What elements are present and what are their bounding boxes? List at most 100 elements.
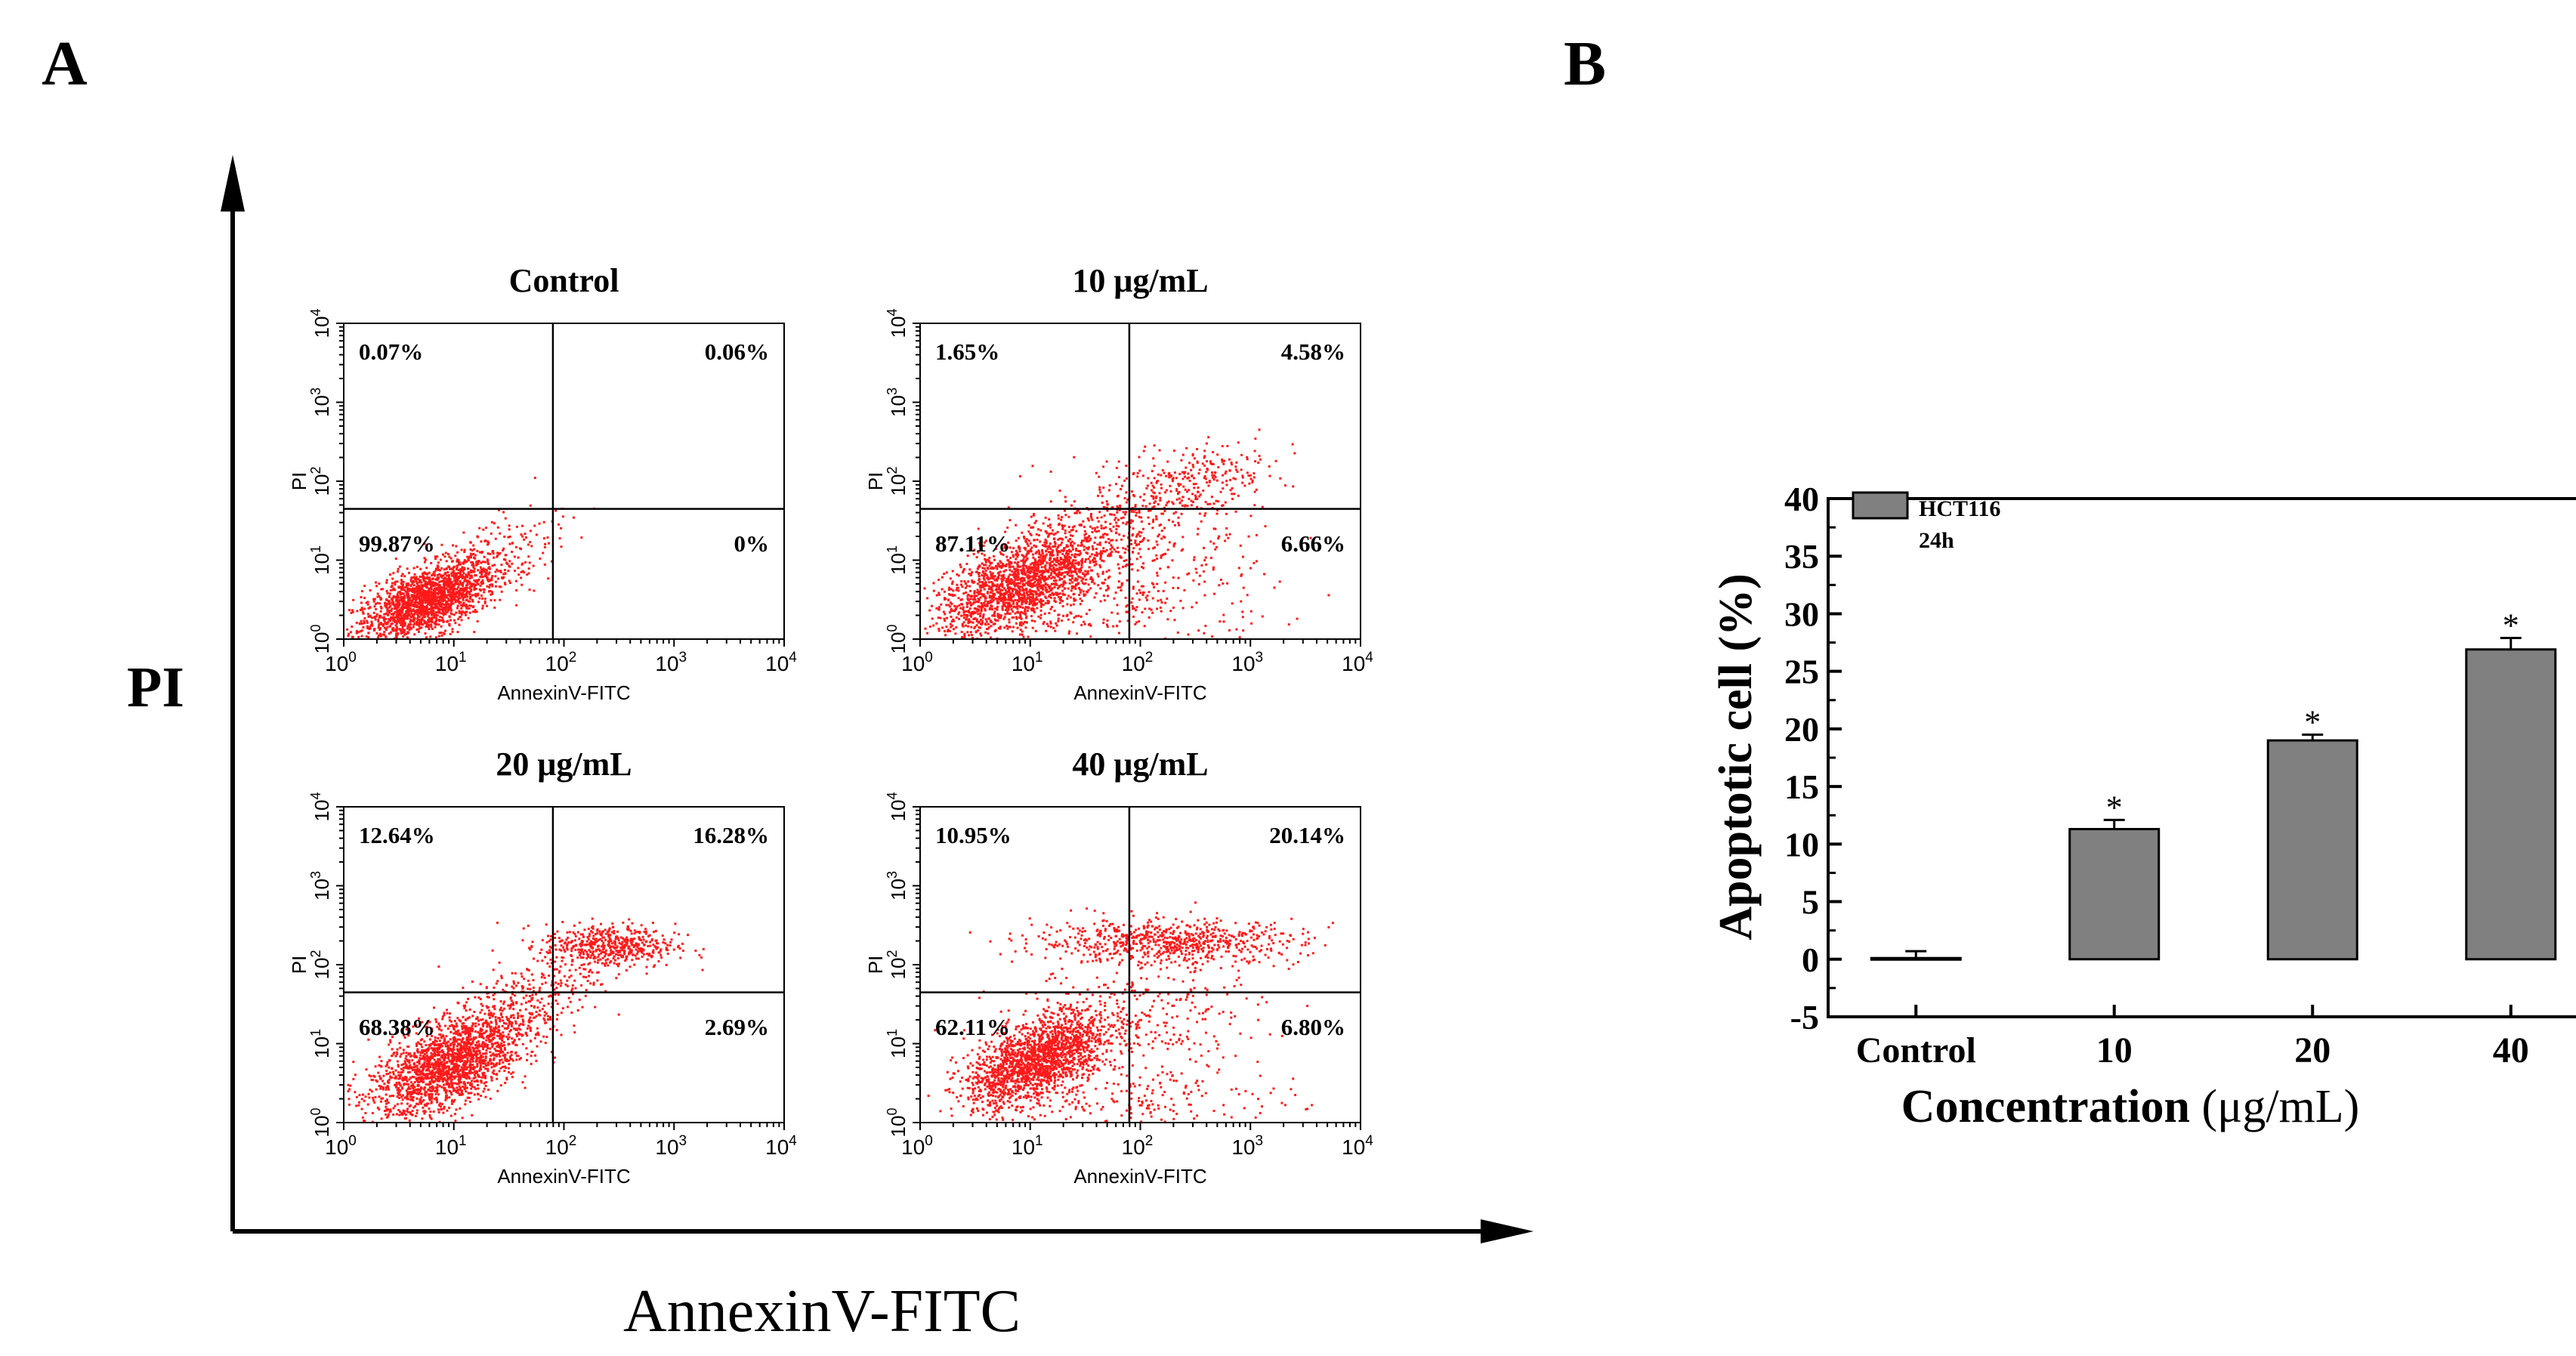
y-tick-label: 40	[1784, 480, 1819, 518]
y-log-tick-label: 103	[308, 388, 333, 417]
y-log-tick-label: 103	[308, 871, 333, 900]
panel-a-label: A	[42, 29, 88, 99]
y-log-tick-label: 100	[308, 1108, 333, 1138]
y-log-tick-label: 102	[308, 950, 333, 980]
y-log-tick-label: 102	[885, 467, 910, 496]
x-log-tick-label: 101	[435, 1133, 467, 1159]
quadrant-lower-left: 68.38%	[359, 1014, 435, 1040]
panel-a-main-axes: PI AnnexinV-FITC	[127, 155, 1534, 1345]
x-log-tick-label: 101	[1012, 1133, 1043, 1159]
x-log-tick-label: 104	[1342, 1133, 1373, 1159]
quadrant-lower-right: 6.80%	[1281, 1014, 1345, 1040]
quadrant-upper-right: 4.58%	[1281, 338, 1345, 365]
panel-a-y-axis-arrow	[221, 155, 245, 212]
quadrant-lower-left: 99.87%	[359, 530, 435, 557]
y-tick-label: 5	[1802, 883, 1819, 922]
panel-b-label: B	[1564, 29, 1606, 99]
quadrant-upper-left: 0.07%	[359, 338, 423, 365]
panel-a-x-axis-arrow	[1481, 1219, 1534, 1243]
flow-dots	[923, 428, 1330, 640]
quadrant-upper-right: 16.28%	[693, 822, 769, 848]
y-tick-label: -5	[1790, 998, 1819, 1036]
quadrant-upper-right: 0.06%	[705, 338, 769, 365]
flow-plot-title: Control	[509, 262, 619, 299]
quadrant-upper-left: 12.64%	[359, 822, 435, 848]
x-tick-label: 20	[2294, 1030, 2330, 1070]
x-tick-label: 10	[2096, 1030, 2133, 1070]
bar	[2266, 739, 2358, 961]
bar-x-axis-label-main: Concentration	[1901, 1081, 2190, 1132]
bar-legend-time: 24h	[1919, 528, 1954, 553]
y-tick-label: 25	[1784, 653, 1819, 691]
flow-plot-x-label: AnnexinV-FITC	[497, 1165, 630, 1188]
panel-a-x-axis-label: AnnexinV-FITC	[623, 1278, 1021, 1345]
significance-marker: *	[2106, 789, 2123, 826]
flow-plot-ticks	[336, 323, 785, 647]
x-log-tick-label: 100	[901, 650, 933, 675]
x-log-tick-label: 100	[901, 1133, 933, 1159]
significance-marker: *	[2503, 607, 2519, 644]
y-tick-label: 35	[1784, 537, 1819, 576]
bar-legend-swatch	[1852, 491, 1909, 520]
bar-x-ticks: Control 10 20 40	[1856, 1005, 2529, 1070]
flow-plot-title: 40 μg/mL	[1072, 746, 1208, 783]
flow-dots	[346, 477, 595, 640]
x-log-tick-label: 102	[1122, 650, 1154, 675]
y-tick-label: 0	[1802, 941, 1819, 979]
flow-plot-x-label: AnnexinV-FITC	[497, 681, 630, 704]
bar-legend: HCT116 24h	[1852, 491, 2000, 553]
y-log-tick-label: 100	[885, 1108, 910, 1138]
flow-plot-frame	[343, 806, 785, 1123]
quadrant-lower-right: 0%	[734, 530, 770, 557]
flow-plot-y-label: PI	[288, 956, 310, 975]
x-log-tick-label: 102	[545, 650, 577, 675]
bar-legend-series: HCT116	[1919, 496, 2000, 521]
x-log-tick-label: 103	[1231, 650, 1263, 675]
quadrant-lower-right: 6.66%	[1281, 530, 1345, 557]
y-log-tick-label: 101	[885, 1029, 910, 1058]
quadrant-upper-left: 10.95%	[935, 822, 1012, 848]
x-log-tick-label: 102	[545, 1133, 577, 1159]
bar-chart-frame	[1827, 497, 2576, 1018]
flow-dots	[347, 917, 705, 1123]
x-log-tick-label: 104	[1342, 650, 1373, 675]
flow-plot-ticks	[913, 806, 1361, 1130]
bar-y-ticks: -5 0 5 10 15 20 25 30 35 40	[1784, 480, 1842, 1036]
bar-bars: * * *	[1870, 607, 2557, 961]
y-tick-label: 10	[1784, 825, 1819, 863]
y-log-tick-label: 101	[308, 545, 333, 575]
bar-chart: -5 0 5 10 15 20 25 30 35 40 * * * Control 10 20 40 HCT…	[1710, 480, 2576, 1132]
bar-x-axis-label: Concentration (μg/mL)	[1901, 1081, 2360, 1132]
bar-x-axis-label-space	[2190, 1081, 2202, 1132]
y-tick-label: 30	[1784, 595, 1819, 633]
y-tick-label: 15	[1784, 768, 1819, 806]
flow-plot-x-label: AnnexinV-FITC	[1073, 1165, 1206, 1188]
significance-marker: *	[2304, 704, 2321, 741]
y-tick-label: 20	[1784, 710, 1819, 749]
quadrant-upper-left: 1.65%	[935, 338, 999, 365]
x-log-tick-label: 102	[1122, 1133, 1154, 1159]
bar	[2465, 648, 2557, 961]
x-log-tick-label: 101	[435, 650, 467, 675]
flow-plot-ticks	[913, 323, 1361, 647]
quadrant-lower-right: 2.69%	[705, 1014, 769, 1040]
y-log-tick-label: 102	[308, 467, 333, 496]
flow-plot-title: 20 μg/mL	[496, 746, 632, 783]
y-log-tick-label: 100	[308, 625, 333, 654]
flow-dots	[927, 901, 1334, 1123]
y-log-tick-label: 104	[885, 792, 910, 822]
quadrant-lower-left: 62.11%	[935, 1014, 1010, 1040]
x-log-tick-label: 104	[765, 650, 797, 675]
bar-x-axis-label-unit: (μg/mL)	[2201, 1081, 2359, 1132]
bar	[1870, 956, 1962, 961]
quadrant-lower-left: 87.11%	[935, 530, 1010, 557]
x-log-tick-label: 103	[655, 650, 687, 675]
x-log-tick-label: 104	[765, 1133, 797, 1159]
y-log-tick-label: 103	[885, 388, 910, 417]
y-log-tick-label: 102	[885, 950, 910, 980]
y-log-tick-label: 103	[885, 871, 910, 900]
